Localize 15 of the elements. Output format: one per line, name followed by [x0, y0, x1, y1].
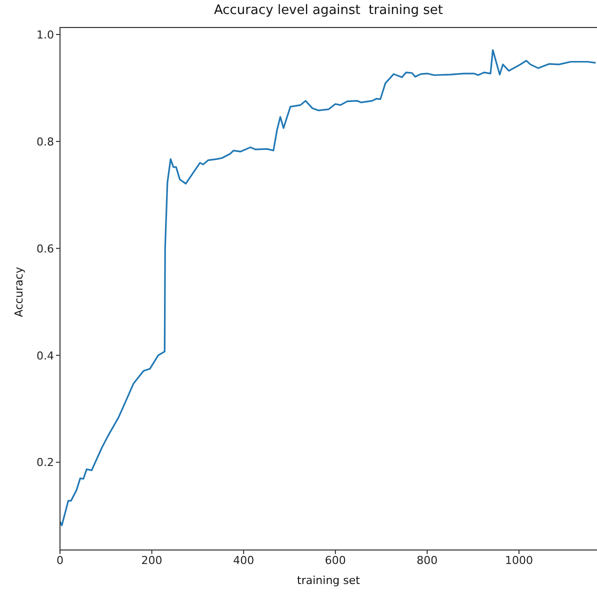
- y-tick-label: 1.0: [36, 28, 54, 42]
- x-tick-label: 200: [141, 554, 162, 567]
- y-axis-title: Accuracy: [12, 266, 26, 318]
- x-tick-label: 400: [233, 554, 254, 567]
- x-tick-label: 600: [324, 554, 346, 567]
- x-axis-title: training set: [296, 574, 361, 587]
- line-series: [60, 49, 596, 526]
- x-tick-label: 0: [56, 554, 64, 567]
- y-tick-label: 0.4: [36, 349, 54, 362]
- y-tick-label: 0.6: [36, 242, 54, 256]
- x-tick-label: 800: [416, 554, 438, 567]
- y-tick-label: 0.2: [36, 456, 54, 470]
- y-tick-label: 0.8: [36, 135, 54, 148]
- chart-title: Accuracy level against training set: [212, 3, 444, 18]
- x-tick-label: 1000: [504, 554, 533, 567]
